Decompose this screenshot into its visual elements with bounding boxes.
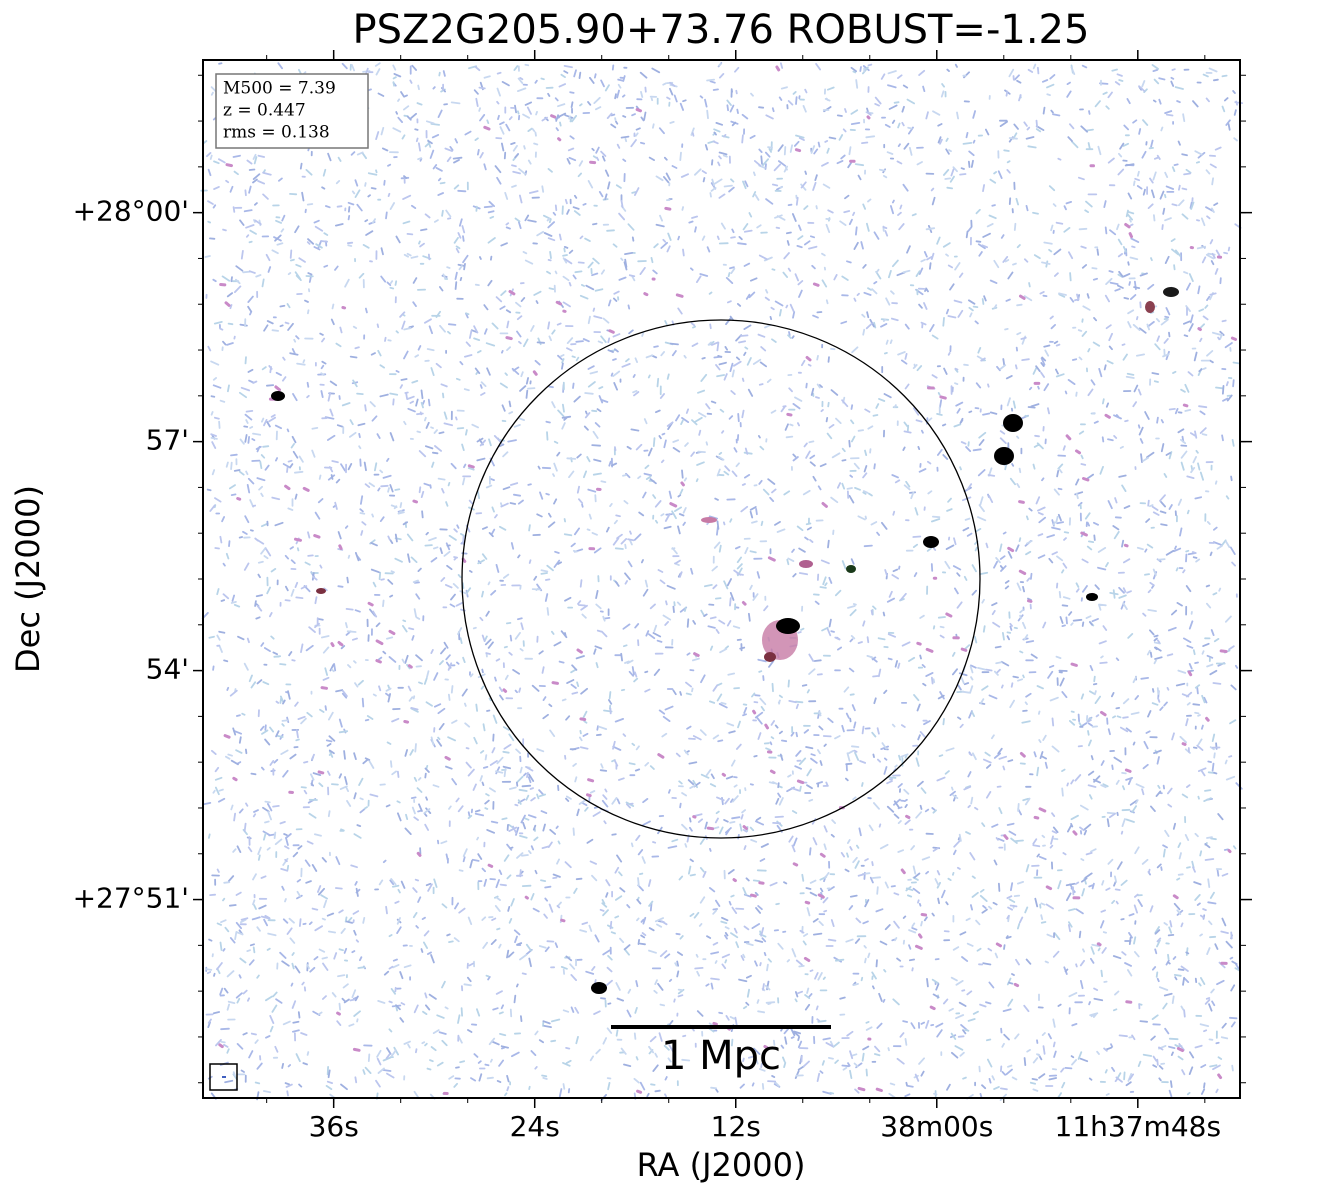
y-tick-label: 57' [146,424,189,457]
y-axis-label: Dec (J2000) [9,485,47,673]
noise [200,63,1241,1100]
source [994,447,1014,465]
source [271,391,285,401]
source [776,618,800,634]
x-axis-label: RA (J2000) [637,1146,806,1184]
chart-title: PSZ2G205.90+73.76 ROBUST=-1.25 [353,7,1090,53]
source [846,565,856,573]
source [1003,414,1023,432]
noise-background [200,62,1244,1102]
beam-box [209,1063,238,1091]
x-tick-label: 36s [309,1110,359,1143]
source [701,517,717,523]
r500-circle [461,319,981,839]
info-text: M500 = 7.39 [223,79,336,99]
source [1163,287,1179,297]
x-tick-label: 12s [711,1110,761,1143]
source [1086,593,1098,601]
x-tick-label: 11h37m48s [1055,1110,1222,1143]
x-tick-label: 24s [510,1110,560,1143]
source [316,588,326,594]
sources [271,287,1179,994]
info-text: rms = 0.138 [223,123,330,143]
beam [222,1076,226,1078]
plot-area [203,60,1240,1098]
y-tick-label: +28°00' [73,195,189,228]
y-tick-label: +27°51' [73,882,189,915]
scale-bar-label: 1 Mpc [661,1033,781,1079]
source [799,560,813,568]
source [1145,301,1155,313]
y-tick-label: 54' [146,653,189,686]
source [591,982,607,994]
source [764,652,776,662]
source [923,536,939,548]
noise [205,62,1244,1100]
info-text: z = 0.447 [223,101,306,121]
info-box [215,73,369,149]
noise [206,62,1238,1102]
x-tick-label: 38m00s [880,1110,993,1143]
